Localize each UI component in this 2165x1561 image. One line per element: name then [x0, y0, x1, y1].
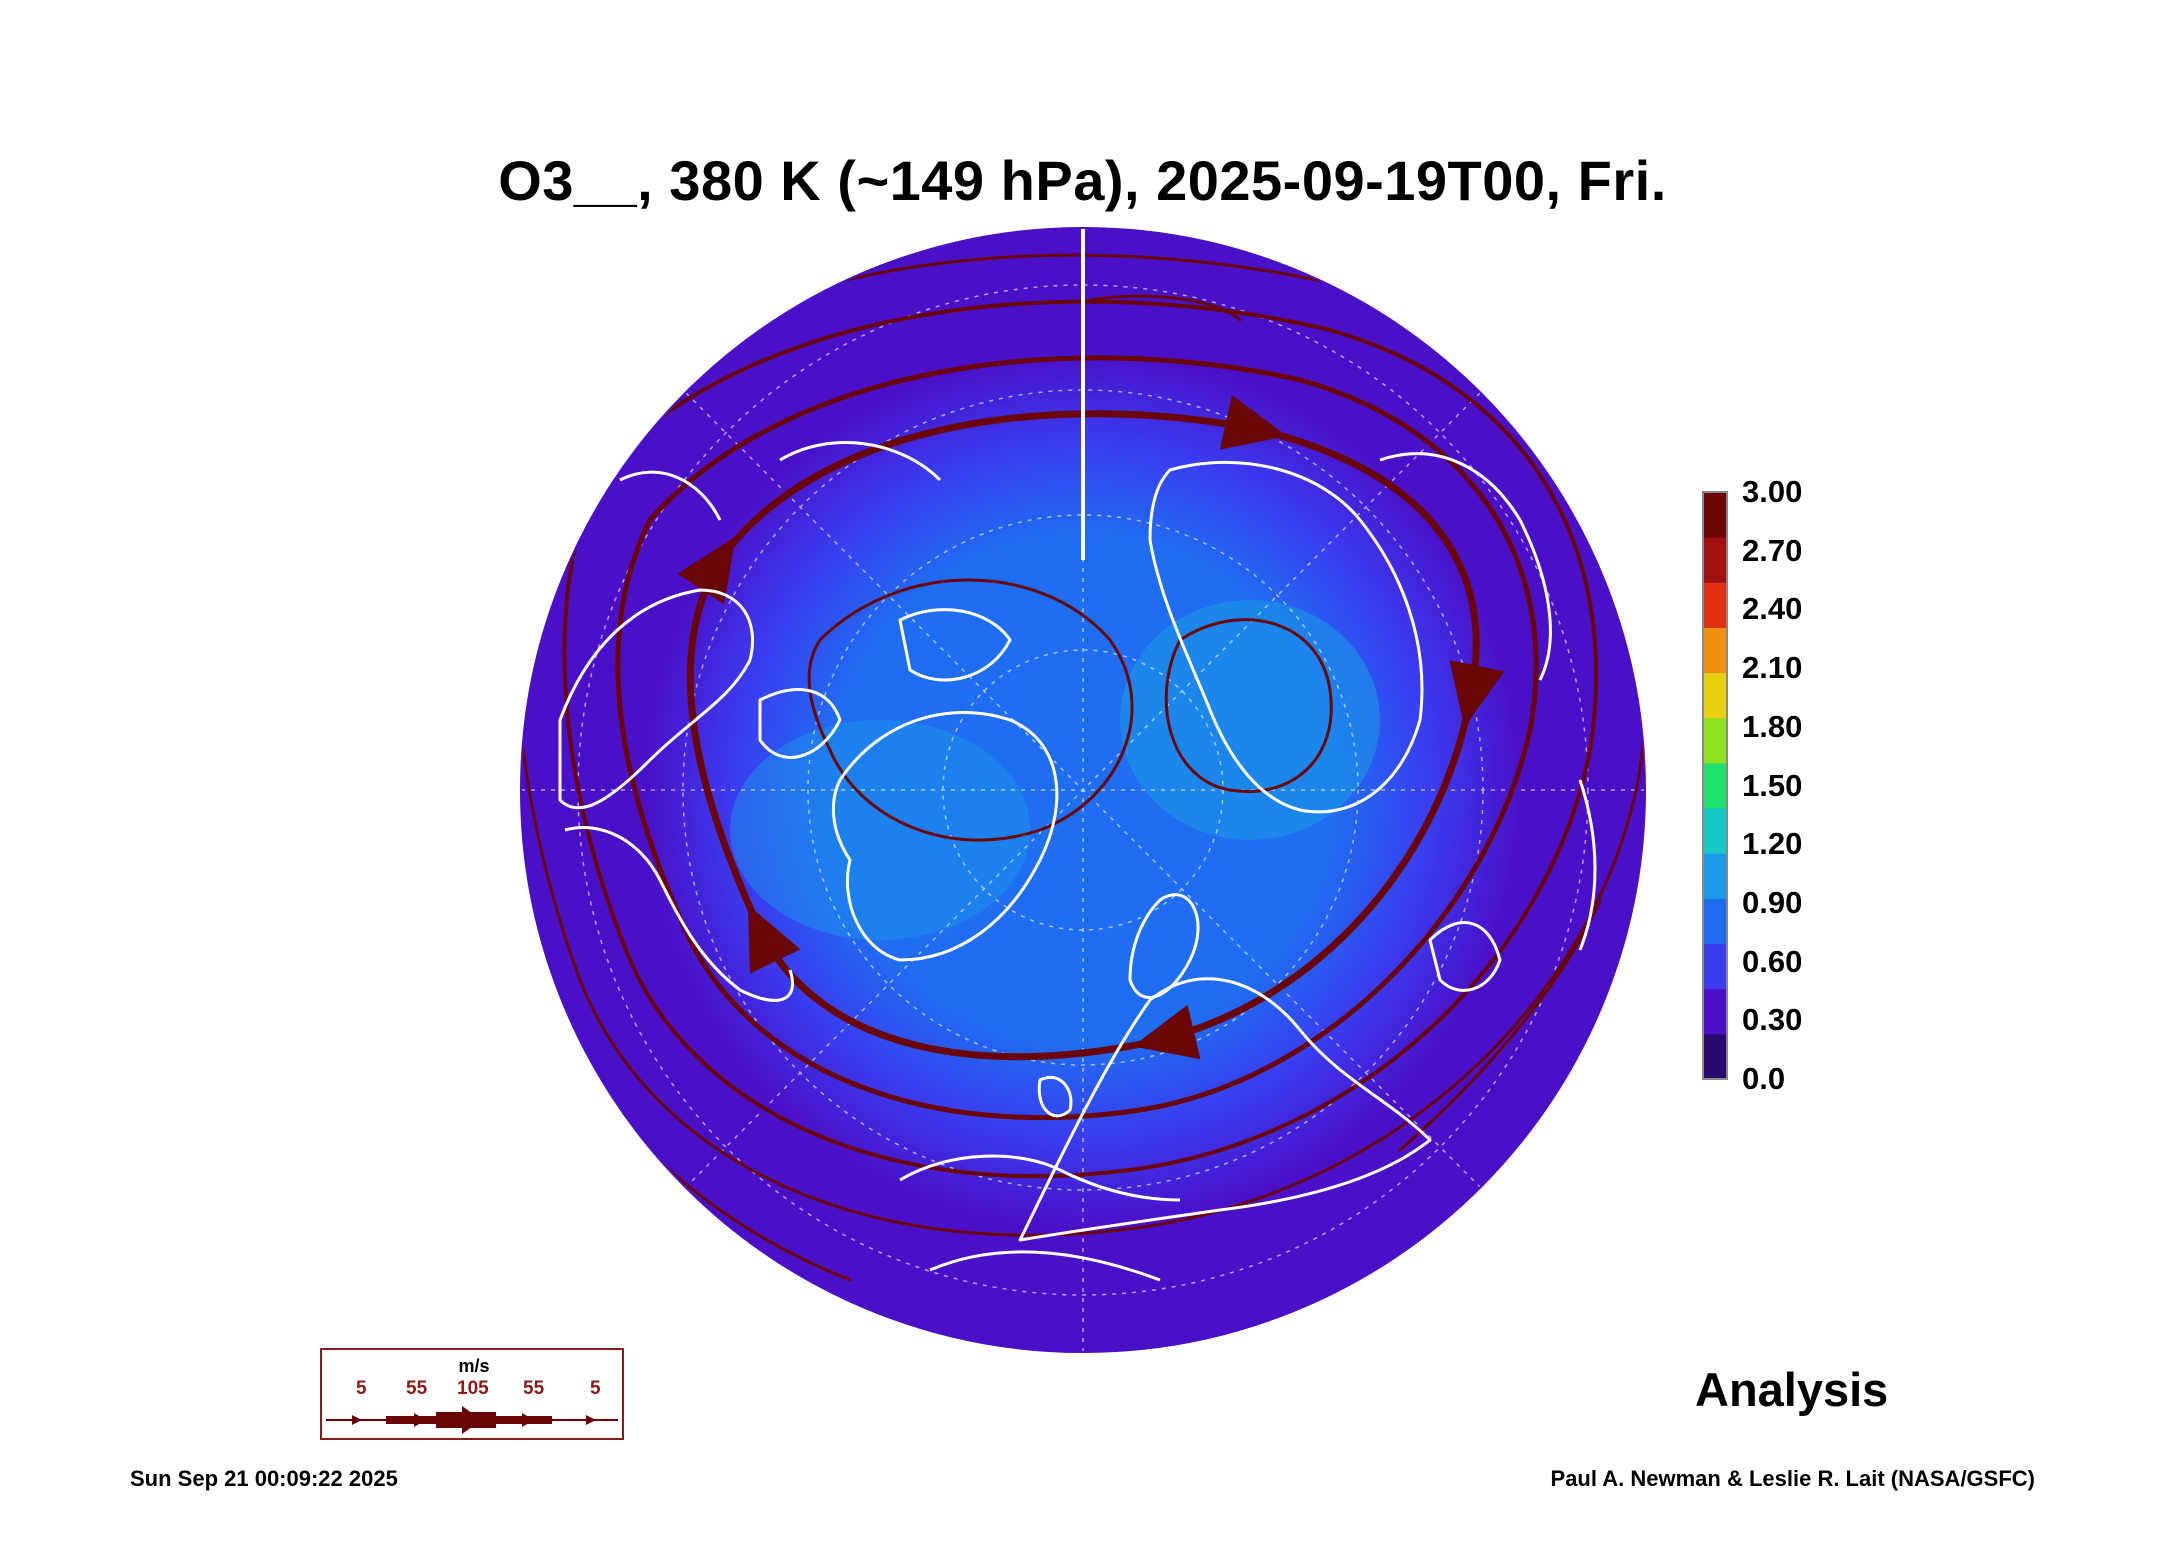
- timestamp: Sun Sep 21 00:09:22 2025: [130, 1466, 398, 1491]
- colorbar-tick-label: 0.90: [1742, 884, 1803, 920]
- colorbar-segment: [1703, 853, 1727, 899]
- colorbar-tick-label: 2.70: [1742, 532, 1803, 568]
- colorbar-segment: [1703, 717, 1727, 764]
- wind-legend-label: 5: [356, 1378, 367, 1399]
- colorbar-tick-label: 1.20: [1742, 826, 1803, 862]
- colorbar-tick-label: 3.00: [1742, 474, 1803, 509]
- map-title: O3__, 380 K (~149 hPa), 2025-09-19T00, F…: [498, 149, 1667, 212]
- ozone-patch-light: [1120, 600, 1380, 840]
- colorbar-segment: [1703, 627, 1727, 674]
- colorbar-tick-label: 2.10: [1742, 650, 1803, 686]
- analysis-label: Analysis: [1695, 1363, 1889, 1416]
- colorbar-segment: [1703, 672, 1727, 719]
- colorbar-tick-label: 1.50: [1742, 767, 1803, 803]
- wind-legend-label: 5: [590, 1378, 601, 1399]
- wind-legend-label: 55: [406, 1378, 428, 1399]
- colorbar-segment: [1703, 582, 1727, 628]
- colorbar-tick-label: 0.30: [1742, 1002, 1803, 1038]
- wind-legend-label: 105: [457, 1378, 489, 1399]
- colorbar-segment: [1703, 898, 1727, 945]
- colorbar-tick-label: 0.60: [1742, 943, 1803, 979]
- wind-legend-label: 55: [523, 1378, 545, 1399]
- colorbar-border: [1702, 491, 1728, 1080]
- wind-legend-arrows: [326, 1406, 618, 1434]
- colorbar-segment: [1703, 988, 1727, 1035]
- colorbar-tick-label: 0.0: [1742, 1061, 1786, 1096]
- colorbar-segment: [1703, 537, 1727, 583]
- credit: Paul A. Newman & Leslie R. Lait (NASA/GS…: [1550, 1466, 2035, 1491]
- colorbar-tick-label: 2.40: [1742, 591, 1803, 627]
- colorbar-tick-label: 1.80: [1742, 708, 1803, 744]
- wind-speed-legend: m/s 5 55 105 55 5: [320, 1348, 624, 1440]
- colorbar-segment: [1703, 492, 1727, 538]
- globe-outline: [520, 227, 1646, 1353]
- colorbar-segment: [1703, 762, 1727, 809]
- colorbar-segment: [1703, 943, 1727, 990]
- wind-legend-unit: m/s: [458, 1356, 490, 1376]
- colorbar-segment: [1703, 1033, 1727, 1080]
- colorbar-segment: [1703, 808, 1727, 854]
- colorbar: [1702, 491, 1728, 1080]
- coastlines: [558, 441, 1597, 1282]
